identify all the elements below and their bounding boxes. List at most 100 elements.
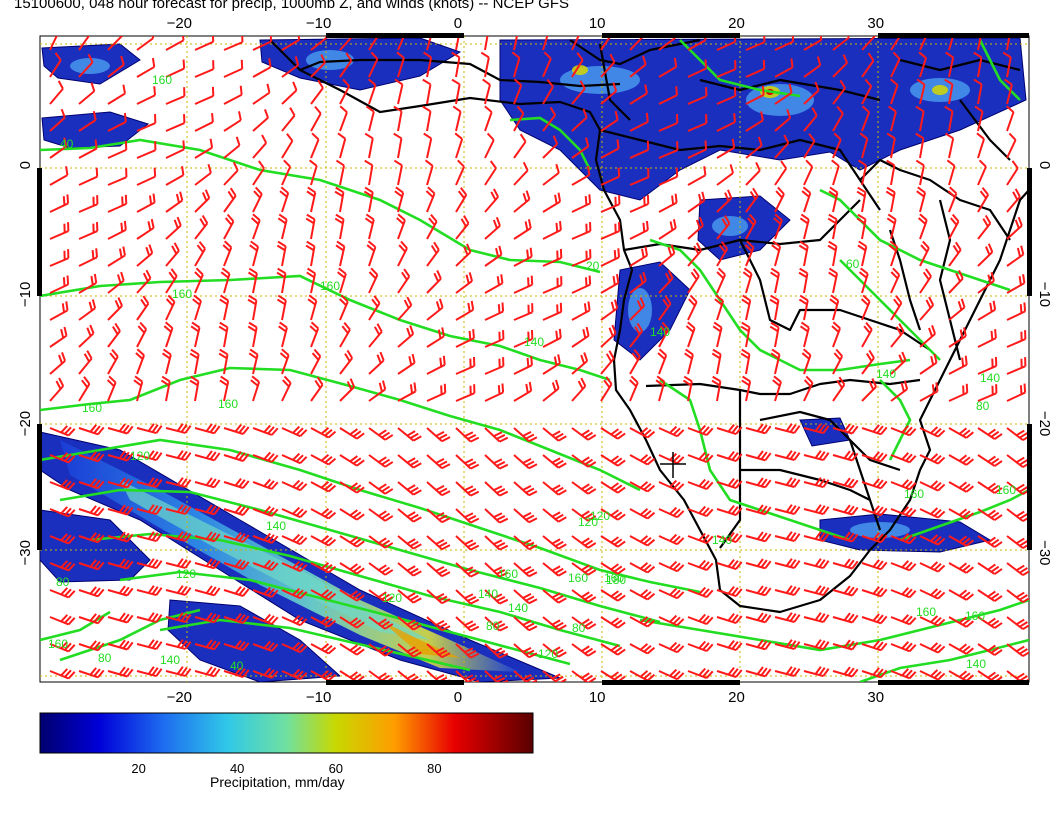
wind-barb xyxy=(252,505,279,517)
wind-barb xyxy=(886,213,897,240)
wind-barb xyxy=(629,168,650,186)
wind-barb xyxy=(484,616,509,632)
wind-barb xyxy=(336,267,347,294)
wind-barb xyxy=(687,87,708,105)
wind-barb xyxy=(220,267,231,294)
wind-barb xyxy=(482,78,491,105)
lon-tick-label: 10 xyxy=(589,15,606,32)
wind-barb xyxy=(948,481,975,493)
wind-barb xyxy=(310,589,337,601)
wind-barb xyxy=(687,191,706,213)
wind-barb xyxy=(832,639,859,651)
wind-barb xyxy=(919,268,932,294)
wind-barb xyxy=(49,452,76,464)
wind-barb xyxy=(629,246,649,267)
wind-barb xyxy=(600,616,626,629)
wind-barb xyxy=(774,450,801,461)
wind-barb xyxy=(513,356,533,375)
wind-barb xyxy=(426,327,445,348)
wind-barb xyxy=(78,324,95,348)
wind-barb xyxy=(774,160,788,186)
wind-barb xyxy=(600,222,621,240)
wind-barb xyxy=(977,215,992,240)
wind-barb xyxy=(977,562,1003,575)
wind-barb xyxy=(367,78,377,105)
wind-barb xyxy=(658,193,678,213)
contour-label: 140 xyxy=(524,335,544,349)
wind-barb xyxy=(426,241,440,267)
wind-barb xyxy=(306,267,317,294)
wind-barb xyxy=(745,504,772,516)
wind-barb xyxy=(948,643,975,655)
wind-barb xyxy=(774,134,790,159)
contour-label: 120 xyxy=(578,515,598,529)
wind-barb xyxy=(310,670,337,682)
lat-tick-label: −30 xyxy=(17,540,34,565)
wind-barb xyxy=(136,450,163,462)
wind-barb xyxy=(136,193,156,213)
wind-barb xyxy=(310,562,337,574)
wind-barb xyxy=(337,132,347,159)
wind-barb xyxy=(194,450,221,462)
wind-barb xyxy=(774,639,801,650)
wind-barb xyxy=(394,78,404,105)
wind-barb xyxy=(629,322,644,348)
wind-barb xyxy=(1006,481,1029,495)
wind-barb xyxy=(629,375,639,402)
wind-barb xyxy=(78,273,98,294)
wind-barb xyxy=(49,275,70,294)
wind-barb xyxy=(455,535,480,551)
wind-barb xyxy=(774,58,794,78)
wind-barb xyxy=(368,616,394,630)
wind-barb xyxy=(136,86,156,105)
wind-barb xyxy=(339,670,365,682)
wind-barb xyxy=(423,132,433,159)
wind-barb xyxy=(600,110,619,132)
wind-barb xyxy=(484,562,509,578)
wind-barb xyxy=(339,454,365,467)
wind-barb xyxy=(223,187,237,213)
wind-barb xyxy=(281,375,292,402)
wind-barb xyxy=(856,186,867,213)
wind-barb xyxy=(687,505,714,517)
wind-barb xyxy=(658,533,685,546)
wind-barb xyxy=(165,504,192,515)
wind-barb xyxy=(252,424,279,436)
wind-barb xyxy=(919,534,946,546)
wind-barb xyxy=(310,616,337,628)
lon-tick-label: 0 xyxy=(454,689,462,706)
wind-barb xyxy=(49,166,69,186)
contour-label: 80 xyxy=(56,575,70,589)
wind-barb xyxy=(1006,562,1029,576)
wind-barb xyxy=(682,375,693,402)
wind-barb xyxy=(716,138,736,159)
wind-barb xyxy=(513,78,523,105)
wind-barb xyxy=(772,375,782,402)
contour-label: 140 xyxy=(966,657,986,671)
wind-barb xyxy=(339,535,365,548)
wind-barb xyxy=(339,616,365,629)
wind-barb xyxy=(165,166,185,186)
wind-barb xyxy=(484,132,495,159)
wind-barb xyxy=(687,559,714,571)
wind-barb xyxy=(426,36,432,51)
wind-barb xyxy=(542,163,560,186)
wind-barb xyxy=(687,114,708,132)
contour-label: 40 xyxy=(230,659,244,673)
wind-barb xyxy=(223,585,250,597)
wind-barb xyxy=(513,303,534,321)
wind-barb xyxy=(774,504,801,515)
wind-barb xyxy=(629,454,656,466)
wind-barb xyxy=(571,275,592,294)
wind-barb xyxy=(542,379,560,402)
wind-barb xyxy=(832,106,844,132)
wind-barb xyxy=(136,639,163,651)
wind-barb xyxy=(281,479,308,492)
wind-barb xyxy=(49,108,66,132)
wind-barb xyxy=(774,531,801,542)
colorbar-title: Precipitation, mm/day xyxy=(210,774,345,790)
wind-barb xyxy=(948,241,962,267)
wind-barb xyxy=(368,481,394,495)
wind-barb xyxy=(136,558,163,570)
wind-barb xyxy=(803,159,814,186)
